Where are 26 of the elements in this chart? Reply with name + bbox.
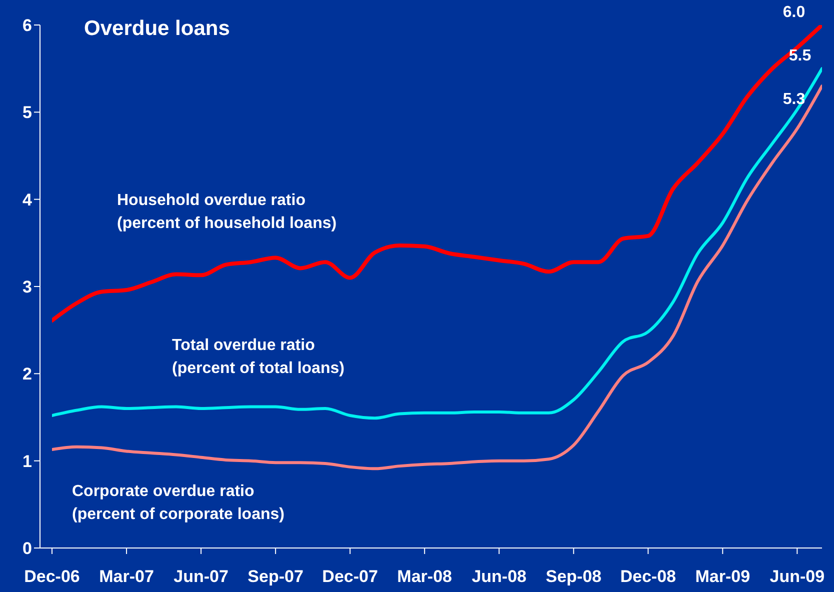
- y-tick-label: 1: [22, 452, 32, 471]
- x-tick-label: Mar-07: [99, 567, 154, 586]
- y-tick-label: 5: [22, 103, 32, 122]
- x-tick-label: Sep-07: [248, 567, 304, 586]
- series-label: Total overdue ratio (percent of total loans): [172, 337, 344, 377]
- y-tick-label: 2: [22, 364, 32, 384]
- x-tick-label: Sep-08: [546, 567, 602, 586]
- y-tick-label: 4: [22, 190, 33, 210]
- data-label: 5.5: [788, 48, 812, 65]
- series-label: Corporate overdue ratio (percent of corporate loans): [72, 483, 284, 523]
- x-tick-label: Dec-06: [24, 567, 80, 586]
- y-tick-label: 6: [22, 16, 32, 36]
- x-tick-label: Jun-08: [472, 567, 526, 586]
- data-label: 6.0: [782, 4, 806, 21]
- x-tick-label: Mar-08: [397, 567, 452, 586]
- series-label: Household overdue ratio (percent of household loans): [117, 192, 337, 232]
- x-tick-label: Jun-07: [174, 567, 228, 586]
- x-tick-label: Dec-08: [620, 567, 676, 586]
- x-tick-label: Jun-09: [770, 567, 825, 586]
- x-tick-label: Mar-09: [695, 567, 750, 586]
- y-tick-label: 3: [22, 278, 32, 297]
- chart-title: Overdue loans: [84, 17, 230, 40]
- y-tick-label: 0: [22, 539, 32, 558]
- x-tick-label: Dec-07: [322, 567, 378, 586]
- line-series: [52, 67, 822, 420]
- line-series: [52, 84, 822, 470]
